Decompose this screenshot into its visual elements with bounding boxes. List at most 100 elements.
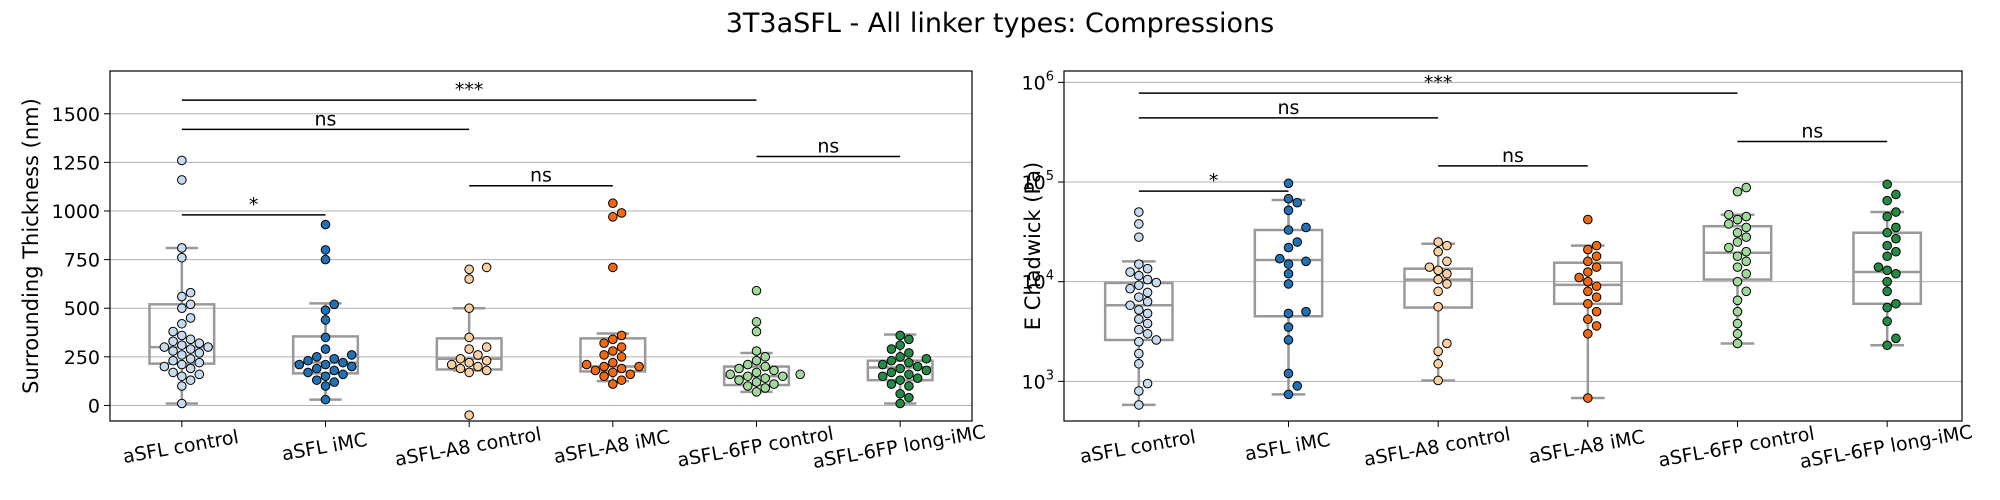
data-point-asfl-imc <box>1283 308 1294 319</box>
data-point-asfl-6fp-control <box>1741 211 1752 222</box>
data-point-asfl-6fp-long-imc <box>895 388 905 399</box>
data-point-asfl-a8-control <box>1433 237 1443 247</box>
data-point-asfl-6fp-long-imc <box>1882 179 1892 190</box>
data-point-asfl-6fp-control <box>1732 227 1743 238</box>
plot-frame <box>109 70 973 422</box>
data-point-asfl-imc <box>1283 178 1294 189</box>
data-point-asfl-imc <box>1283 205 1294 216</box>
data-point-asfl-control <box>1134 348 1144 359</box>
data-point-asfl-6fp-control <box>1732 295 1743 306</box>
data-point-asfl-6fp-long-imc <box>1882 195 1892 206</box>
data-point-asfl-control <box>1134 336 1144 347</box>
data-point-asfl-6fp-control <box>1732 328 1743 339</box>
significance-label: * <box>249 194 259 216</box>
data-point-asfl-control <box>1134 400 1144 410</box>
right-chart-panel: 103 104 105 106 E Chadwick (Pa) * ns ns ns *** aSF… <box>1021 69 1974 473</box>
data-point-asfl-a8-control <box>481 365 492 376</box>
data-point-asfl-a8-imc <box>608 367 618 378</box>
data-point-asfl-a8-imc <box>1591 292 1602 302</box>
data-point-asfl-control <box>194 348 205 358</box>
data-point-asfl-imc <box>1283 335 1294 345</box>
data-point-asfl-a8-imc <box>1591 240 1602 251</box>
data-point-asfl-6fp-long-imc <box>1882 251 1892 262</box>
data-point-asfl-a8-imc <box>616 208 627 218</box>
data-point-asfl-control <box>177 291 187 302</box>
data-point-asfl-6fp-control <box>1732 306 1743 317</box>
data-point-asfl-6fp-long-imc <box>1891 246 1901 257</box>
plot-frame <box>1063 70 1963 422</box>
data-point-asfl-control <box>1134 270 1144 281</box>
data-point-asfl-control <box>194 338 205 349</box>
data-point-asfl-control <box>168 336 178 347</box>
data-point-asfl-control <box>194 369 205 380</box>
data-point-asfl-a8-imc <box>1583 314 1593 325</box>
data-point-asfl-6fp-long-imc <box>1891 333 1901 344</box>
data-point-asfl-6fp-long-imc <box>895 330 905 341</box>
data-point-asfl-a8-imc <box>599 350 609 360</box>
left-chart-panel: 0 250 500 750 1000 1250 1500 Surrounding Thickn… <box>19 70 987 473</box>
data-point-asfl-6fp-long-imc <box>1891 298 1901 309</box>
data-point-asfl-a8-control <box>464 367 474 378</box>
data-point-asfl-a8-control <box>464 303 474 314</box>
data-point-asfl-6fp-control <box>1732 318 1743 329</box>
data-point-asfl-control <box>177 318 187 329</box>
data-point-asfl-6fp-control <box>751 326 762 337</box>
data-point-asfl-a8-control <box>1442 240 1452 251</box>
data-point-asfl-6fp-control <box>769 379 779 389</box>
data-point-asfl-control <box>203 342 213 352</box>
data-point-asfl-6fp-control <box>751 367 762 378</box>
significance-label: ns <box>817 136 839 158</box>
data-point-asfl-6fp-control <box>751 377 762 387</box>
data-point-asfl-a8-imc <box>1591 306 1602 317</box>
data-point-asfl-imc <box>1301 222 1311 233</box>
data-point-asfl-6fp-long-imc <box>904 392 914 403</box>
data-point-asfl-a8-control <box>1433 301 1443 312</box>
data-point-asfl-control <box>1142 296 1153 307</box>
data-point-asfl-a8-control <box>455 353 466 364</box>
data-point-asfl-imc <box>311 375 322 385</box>
data-point-asfl-control <box>1142 328 1153 339</box>
data-point-asfl-imc <box>1283 389 1294 400</box>
data-point-asfl-imc <box>311 352 322 362</box>
data-point-asfl-6fp-long-imc <box>886 379 897 389</box>
data-point-asfl-6fp-long-imc <box>1882 286 1892 297</box>
data-point-asfl-6fp-long-imc <box>1882 302 1892 313</box>
data-point-asfl-imc <box>320 359 331 370</box>
x-tick-label-asfl-a8-imc: aSFL-A8 iMC <box>552 426 671 468</box>
data-point-asfl-control <box>177 303 187 314</box>
data-point-asfl-6fp-control <box>760 373 771 384</box>
data-point-asfl-a8-imc <box>608 334 618 345</box>
data-point-asfl-6fp-long-imc <box>877 371 888 382</box>
significance-label: *** <box>455 79 484 101</box>
data-point-asfl-a8-imc <box>1591 262 1602 272</box>
data-point-asfl-a8-control <box>1433 358 1443 369</box>
data-point-asfl-control <box>177 398 187 409</box>
data-point-asfl-control <box>185 313 196 323</box>
significance-label: ns <box>530 165 552 187</box>
data-point-asfl-a8-imc <box>608 212 618 222</box>
data-point-asfl-6fp-control <box>769 365 779 376</box>
data-point-asfl-a8-control <box>1433 274 1443 285</box>
data-point-asfl-imc <box>303 367 313 378</box>
data-point-asfl-a8-control <box>464 410 474 420</box>
data-point-asfl-a8-imc <box>1583 244 1593 255</box>
data-point-asfl-6fp-long-imc <box>895 352 905 362</box>
data-point-asfl-control <box>177 175 187 185</box>
data-point-asfl-imc <box>1292 381 1303 391</box>
data-point-asfl-control <box>1142 263 1153 274</box>
data-point-asfl-6fp-long-imc <box>912 373 923 384</box>
data-point-asfl-a8-control <box>1442 279 1452 289</box>
data-point-asfl-control <box>177 252 187 263</box>
data-point-asfl-6fp-control <box>751 387 762 397</box>
data-point-asfl-imc <box>320 371 331 382</box>
data-point-asfl-control <box>185 344 196 354</box>
data-point-asfl-a8-imc <box>616 352 627 362</box>
data-point-asfl-6fp-control <box>1741 268 1752 279</box>
data-point-asfl-a8-control <box>455 363 466 374</box>
data-point-asfl-6fp-long-imc <box>904 369 914 380</box>
data-point-asfl-6fp-control <box>1723 219 1734 229</box>
data-point-asfl-control <box>1134 292 1144 302</box>
data-point-asfl-6fp-control <box>1732 214 1743 225</box>
data-point-asfl-a8-control <box>1424 262 1435 272</box>
data-point-asfl-a8-imc <box>1583 328 1593 339</box>
